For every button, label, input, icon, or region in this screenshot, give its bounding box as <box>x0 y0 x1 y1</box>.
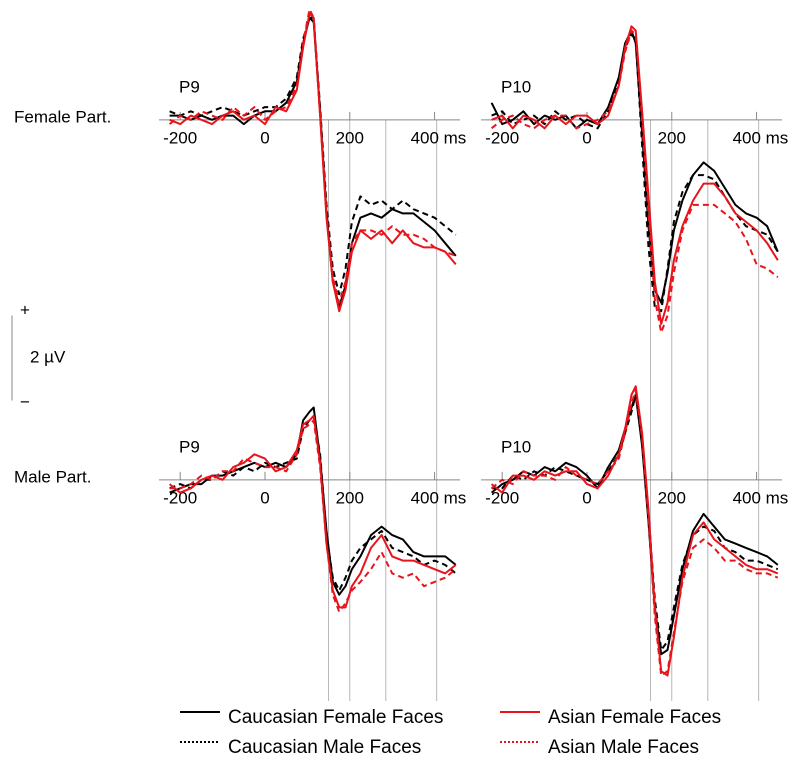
legend-label: Asian Male Faces <box>548 737 699 758</box>
scale-minus: − <box>20 392 30 411</box>
x-tick-label: 400 ms <box>733 488 789 507</box>
legend-label: Asian Female Faces <box>548 707 721 728</box>
erp-line <box>169 16 457 296</box>
row-label: Male Part. <box>14 467 91 486</box>
panel-title: P9 <box>179 77 200 96</box>
x-tick-label: 200 <box>336 488 364 507</box>
x-tick-label: 0 <box>260 488 269 507</box>
panel-title: P10 <box>501 437 531 456</box>
erp-line <box>491 33 779 313</box>
legend-label: Caucasian Male Faces <box>228 737 421 758</box>
x-tick-label: 200 <box>658 488 686 507</box>
x-tick-label: 0 <box>582 488 591 507</box>
x-tick-label: -200 <box>163 128 197 147</box>
erp-line <box>169 16 457 308</box>
x-tick-label: 200 <box>658 128 686 147</box>
x-tick-label: 400 ms <box>733 128 789 147</box>
erp-line <box>490 393 779 656</box>
erp-line <box>490 385 779 677</box>
scale-label: 2 µV <box>30 347 66 366</box>
erp-line <box>169 12 457 313</box>
x-tick-label: 400 ms <box>411 488 467 507</box>
legend-label: Caucasian Female Faces <box>228 707 443 728</box>
erp-line <box>169 419 457 613</box>
x-tick-label: 0 <box>582 128 591 147</box>
erp-line <box>490 389 779 677</box>
x-tick-label: -200 <box>485 488 519 507</box>
erp-line <box>490 29 779 334</box>
x-tick-label: 400 ms <box>411 128 467 147</box>
erp-line <box>490 29 779 304</box>
erp-line <box>491 25 779 325</box>
x-tick-label: 200 <box>336 128 364 147</box>
x-tick-label: 0 <box>260 128 269 147</box>
panel-title: P10 <box>501 77 531 96</box>
x-tick-label: -200 <box>163 488 197 507</box>
erp-line <box>168 8 457 304</box>
erp-line <box>168 415 457 609</box>
x-tick-label: -200 <box>485 128 519 147</box>
scale-plus: + <box>20 300 30 319</box>
panel-title: P9 <box>179 437 200 456</box>
row-label: Female Part. <box>14 107 111 126</box>
erp-line <box>491 393 779 651</box>
